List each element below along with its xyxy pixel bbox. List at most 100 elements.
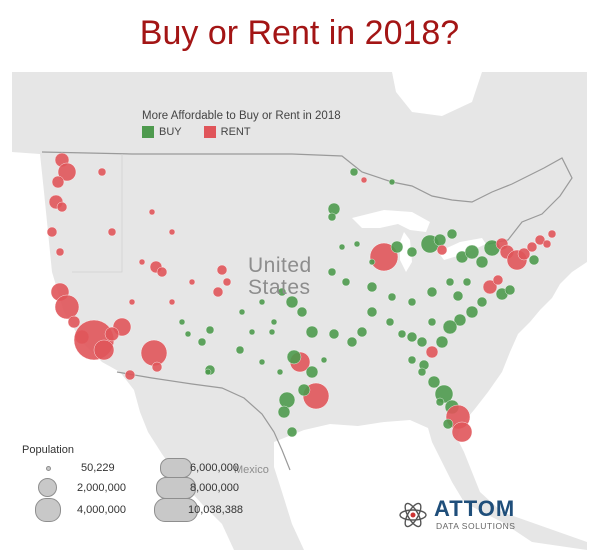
city-bubble-buy[interactable] (327, 202, 341, 216)
city-bubble-buy[interactable] (328, 328, 340, 340)
city-bubble-rent[interactable] (140, 339, 168, 367)
city-bubble-rent[interactable] (151, 361, 163, 373)
city-bubble-buy[interactable] (366, 306, 378, 318)
city-bubble-buy[interactable] (465, 305, 479, 319)
city-bubble-buy[interactable] (442, 418, 454, 430)
city-bubble-rent[interactable] (124, 369, 136, 381)
city-bubble-buy[interactable] (346, 336, 358, 348)
city-bubble-rent[interactable] (57, 162, 77, 182)
city-bubble-rent[interactable] (56, 201, 68, 213)
city-bubble-buy[interactable] (349, 167, 359, 177)
city-bubble-rent[interactable] (436, 244, 448, 256)
city-bubble-buy[interactable] (427, 375, 441, 389)
city-bubble-buy[interactable] (286, 426, 298, 438)
city-bubble-rent[interactable] (51, 175, 65, 189)
city-bubble-buy[interactable] (305, 365, 319, 379)
city-bubble-rent[interactable] (517, 247, 531, 261)
city-bubble-buy[interactable] (270, 318, 278, 326)
city-bubble-rent[interactable] (168, 228, 176, 236)
city-bubble-buy[interactable] (356, 326, 368, 338)
city-bubble-buy[interactable] (504, 284, 516, 296)
city-bubble-rent[interactable] (168, 298, 176, 306)
city-bubble-rent[interactable] (482, 279, 498, 295)
city-bubble-rent[interactable] (542, 239, 552, 249)
city-bubble-rent[interactable] (188, 278, 196, 286)
city-bubble-buy[interactable] (235, 345, 245, 355)
city-bubble-buy[interactable] (297, 383, 311, 397)
city-bubble-buy[interactable] (446, 228, 458, 240)
city-bubble-buy[interactable] (366, 281, 378, 293)
city-bubble-rent[interactable] (128, 298, 136, 306)
city-bubble-buy[interactable] (528, 254, 540, 266)
city-bubble-buy[interactable] (353, 240, 361, 248)
city-bubble-buy[interactable] (327, 212, 337, 222)
legend-rent[interactable]: RENT (203, 126, 251, 138)
city-bubble-buy[interactable] (327, 267, 337, 277)
city-bubble-buy[interactable] (435, 397, 445, 407)
city-bubble-buy[interactable] (452, 290, 464, 302)
city-bubble-buy[interactable] (296, 306, 308, 318)
city-bubble-rent[interactable] (222, 277, 232, 287)
city-bubble-rent[interactable] (107, 227, 117, 237)
city-bubble-buy[interactable] (204, 368, 212, 376)
city-bubble-buy[interactable] (433, 233, 447, 247)
city-bubble-buy[interactable] (277, 405, 291, 419)
city-bubble-buy[interactable] (258, 358, 266, 366)
city-bubble-rent[interactable] (547, 229, 557, 239)
city-bubble-buy[interactable] (205, 325, 215, 335)
city-bubble-buy[interactable] (475, 255, 489, 269)
city-bubble-buy[interactable] (435, 335, 449, 349)
city-bubble-rent[interactable] (212, 286, 224, 298)
city-bubble-buy[interactable] (427, 317, 437, 327)
city-bubble-rent[interactable] (93, 339, 115, 361)
city-bubble-rent[interactable] (492, 274, 504, 286)
city-bubble-buy[interactable] (462, 277, 472, 287)
legend-buy[interactable]: BUY (142, 126, 182, 138)
city-bubble-buy[interactable] (417, 367, 427, 377)
city-bubble-buy[interactable] (258, 298, 266, 306)
city-bubble-buy[interactable] (320, 356, 328, 364)
city-bubble-buy[interactable] (368, 258, 376, 266)
city-bubble-buy[interactable] (445, 277, 455, 287)
city-bubble-buy[interactable] (388, 178, 396, 186)
city-bubble-buy[interactable] (277, 287, 287, 297)
city-bubble-buy[interactable] (268, 328, 276, 336)
city-bubble-buy[interactable] (416, 336, 428, 348)
city-bubble-buy[interactable] (453, 313, 467, 327)
city-bubble-rent[interactable] (360, 176, 368, 184)
city-bubble-buy[interactable] (286, 349, 302, 365)
city-bubble-buy[interactable] (406, 246, 418, 258)
map-view[interactable]: More Affordable to Buy or Rent in 2018 B… (12, 72, 587, 550)
city-bubble-rent[interactable] (138, 258, 146, 266)
city-bubble-rent[interactable] (216, 264, 228, 276)
city-bubble-buy[interactable] (442, 319, 458, 335)
city-bubble-buy[interactable] (407, 297, 417, 307)
city-bubble-buy[interactable] (406, 331, 418, 343)
city-bubble-rent[interactable] (55, 247, 65, 257)
city-bubble-buy[interactable] (178, 318, 186, 326)
city-bubble-buy[interactable] (278, 391, 296, 409)
city-bubble-buy[interactable] (387, 292, 397, 302)
city-bubble-buy[interactable] (338, 243, 346, 251)
city-bubble-rent[interactable] (46, 226, 58, 238)
city-bubble-buy[interactable] (285, 295, 299, 309)
city-bubble-buy[interactable] (238, 308, 246, 316)
city-bubble-buy[interactable] (341, 277, 351, 287)
city-bubble-buy[interactable] (276, 368, 284, 376)
city-bubble-buy[interactable] (184, 330, 192, 338)
city-bubble-rent[interactable] (97, 167, 107, 177)
city-bubble-buy[interactable] (407, 355, 417, 365)
city-bubble-rent[interactable] (148, 208, 156, 216)
city-bubble-rent[interactable] (54, 294, 80, 320)
city-bubble-buy[interactable] (248, 328, 256, 336)
city-bubble-rent[interactable] (425, 345, 439, 359)
city-bubble-rent[interactable] (369, 242, 399, 272)
city-bubble-buy[interactable] (426, 286, 438, 298)
city-bubble-buy[interactable] (397, 329, 407, 339)
city-bubble-buy[interactable] (390, 240, 404, 254)
city-bubble-buy[interactable] (305, 325, 319, 339)
city-bubble-buy[interactable] (476, 296, 488, 308)
city-bubble-rent[interactable] (104, 326, 120, 342)
city-bubble-buy[interactable] (197, 337, 207, 347)
city-bubble-rent[interactable] (451, 421, 473, 443)
